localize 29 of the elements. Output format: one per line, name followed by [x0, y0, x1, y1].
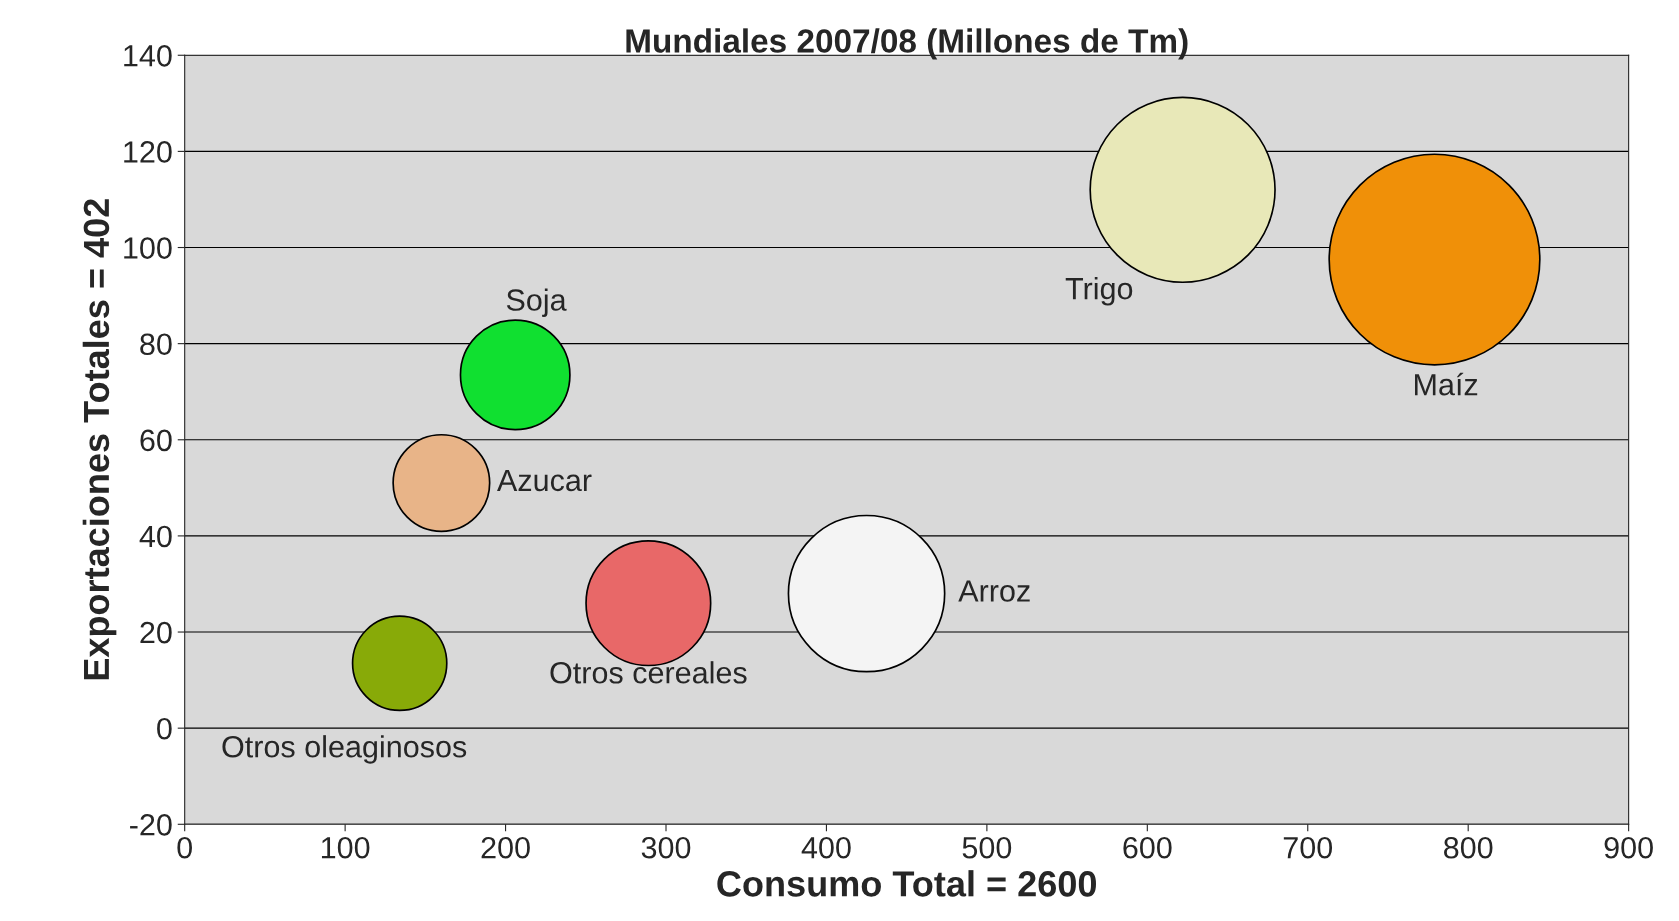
chart-title: Mundiales 2007/08 (Millones de Tm): [626, 28, 1188, 60]
series-label: Otros cereales: [550, 661, 747, 684]
series-label: Trigo: [1065, 276, 1133, 306]
x-tick-label: 400: [801, 836, 851, 859]
y-tick-label: 120: [124, 141, 172, 163]
y-tick-label: 0: [157, 717, 172, 740]
series-label: Soja: [506, 288, 567, 317]
y-tick-label: 60: [140, 429, 172, 452]
series-label: Azucar: [497, 469, 592, 492]
x-tick-label: 300: [641, 836, 691, 859]
y-axis-title: Exportaciones Totales = 402: [82, 199, 117, 680]
series-label: Arroz: [958, 580, 1030, 602]
y-tick-label: 20: [140, 621, 172, 644]
series-label: Otros oleaginosos: [222, 735, 467, 764]
x-tick-label: 600: [1123, 836, 1172, 859]
x-tick-label: 500: [962, 836, 1012, 859]
x-axis-title: Consumo Total = 2600: [717, 870, 1096, 897]
y-tick-label: 80: [140, 333, 172, 356]
y-tick-label: 40: [139, 525, 172, 548]
x-tick-label: 900: [1604, 836, 1653, 859]
x-tick-label: 200: [481, 836, 530, 859]
y-tick-label: 100: [124, 237, 172, 259]
x-tick-label: 800: [1444, 836, 1493, 859]
y-tick-label: -20: [130, 814, 172, 836]
series-label: Maíz: [1415, 372, 1478, 396]
y-tick-label: 140: [124, 45, 172, 67]
x-tick-label: 0: [177, 836, 192, 859]
x-tick-label: 100: [321, 836, 370, 859]
x-tick-label: 700: [1283, 836, 1333, 859]
